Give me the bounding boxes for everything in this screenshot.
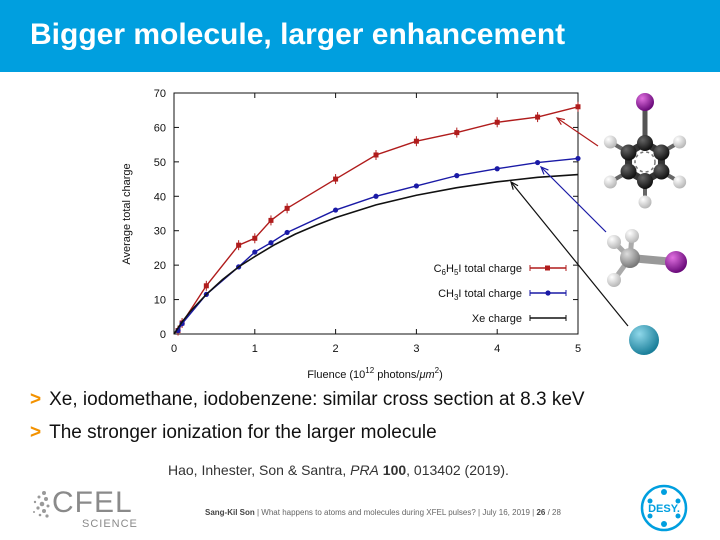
data-point (284, 205, 290, 211)
iodomethane-molecule (607, 229, 687, 287)
legend-marker (545, 265, 550, 271)
data-point (413, 183, 419, 189)
aromatic-ring (634, 151, 656, 173)
x-tick-label: 2 (333, 343, 339, 355)
y-tick-label: 60 (154, 122, 166, 134)
data-point (535, 159, 541, 166)
data-point (454, 130, 460, 136)
iodine-atom (636, 93, 654, 111)
carbon-atom (620, 163, 637, 180)
plot-frame (173, 92, 579, 335)
arrow-head (510, 180, 519, 190)
carbon-atom (637, 135, 653, 151)
data-point (575, 104, 581, 110)
pointer-arrow (540, 166, 607, 233)
series-line (173, 173, 579, 335)
data-point (373, 193, 379, 199)
pointer-arrow (510, 181, 629, 327)
legend-label: Xe charge (472, 313, 522, 325)
data-point (535, 114, 541, 120)
legend-label: CH3I total charge (438, 288, 522, 302)
bullet-item: > The stronger ionization for the larger … (30, 422, 437, 443)
carbon-atom (637, 173, 653, 189)
data-point (252, 235, 258, 241)
x-tick-label: 1 (252, 343, 258, 355)
cfel-wordmark: CFEL (52, 486, 133, 519)
data-point (268, 240, 274, 246)
citation: Hao, Inhester, Son & Santra, PRA 100, 01… (168, 462, 509, 478)
bullet-list: > Xe, iodomethane, iodobenzene: similar c… (30, 386, 585, 452)
hydrogen-atom (625, 229, 639, 243)
bullet-marker: > (30, 422, 42, 443)
data-point (203, 283, 209, 289)
carbon-atom (653, 144, 670, 161)
data-point (284, 229, 290, 236)
hydrogen-atom (603, 175, 617, 189)
data-point (236, 242, 242, 248)
y-tick-label: 50 (154, 157, 166, 169)
x-tick-label: 0 (171, 343, 177, 355)
y-tick-label: 30 (154, 226, 166, 238)
title-bar: Bigger molecule, larger enhancement (0, 0, 720, 72)
footer: Sang-Kil Son | What happens to atoms and… (205, 508, 561, 517)
bullet-marker: > (30, 389, 42, 410)
slide-title: Bigger molecule, larger enhancement (30, 18, 566, 51)
x-tick-label: 4 (494, 343, 500, 355)
data-point (268, 217, 274, 223)
data-point (252, 249, 258, 255)
legend-label: C6H5I total charge (434, 263, 522, 277)
cfel-dots-icon (33, 491, 50, 518)
series-line (177, 106, 579, 331)
cfel-subtitle: SCIENCE (82, 518, 138, 530)
xenon-atom (629, 325, 659, 355)
hydrogen-atom (638, 195, 652, 209)
data-point (333, 207, 339, 213)
bullet-item: > Xe, iodomethane, iodobenzene: similar c… (30, 389, 585, 410)
desy-logo: DESY. (640, 484, 688, 532)
hydrogen-atom (603, 135, 617, 149)
x-tick-label: 5 (575, 343, 581, 355)
y-tick-label: 10 (154, 295, 166, 307)
y-axis-label: Average total charge (121, 163, 133, 264)
iodobenzene-molecule (603, 93, 687, 209)
hydrogen-atom (673, 175, 687, 189)
hydrogen-atom (607, 273, 621, 287)
y-tick-label: 20 (154, 260, 166, 272)
carbon-atom (653, 163, 670, 180)
x-tick-label: 3 (413, 343, 419, 355)
arrow-head (555, 117, 565, 126)
hydrogen-atom (673, 135, 687, 149)
data-point (494, 166, 500, 172)
iodine-atom (665, 251, 687, 273)
carbon-atom (620, 144, 637, 161)
xenon-sphere (629, 325, 659, 355)
data-point (373, 152, 379, 158)
data-point (494, 119, 500, 125)
y-tick-label: 40 (154, 191, 166, 203)
pointer-arrow (556, 117, 599, 147)
y-tick-label: 70 (154, 88, 166, 100)
data-point (454, 173, 460, 179)
y-tick-label: 0 (160, 329, 166, 341)
data-point (575, 155, 581, 162)
data-point (333, 176, 339, 182)
carbon-atom (620, 248, 640, 268)
x-axis-label: Fluence (1012 photons/μm2) (307, 366, 443, 381)
hydrogen-atom (607, 235, 621, 249)
desy-wordmark: DESY. (648, 503, 680, 515)
data-point (413, 138, 419, 144)
cfel-logo: CFEL SCIENCE (30, 488, 150, 532)
arrow-head (539, 165, 549, 175)
legend-marker (545, 290, 551, 296)
